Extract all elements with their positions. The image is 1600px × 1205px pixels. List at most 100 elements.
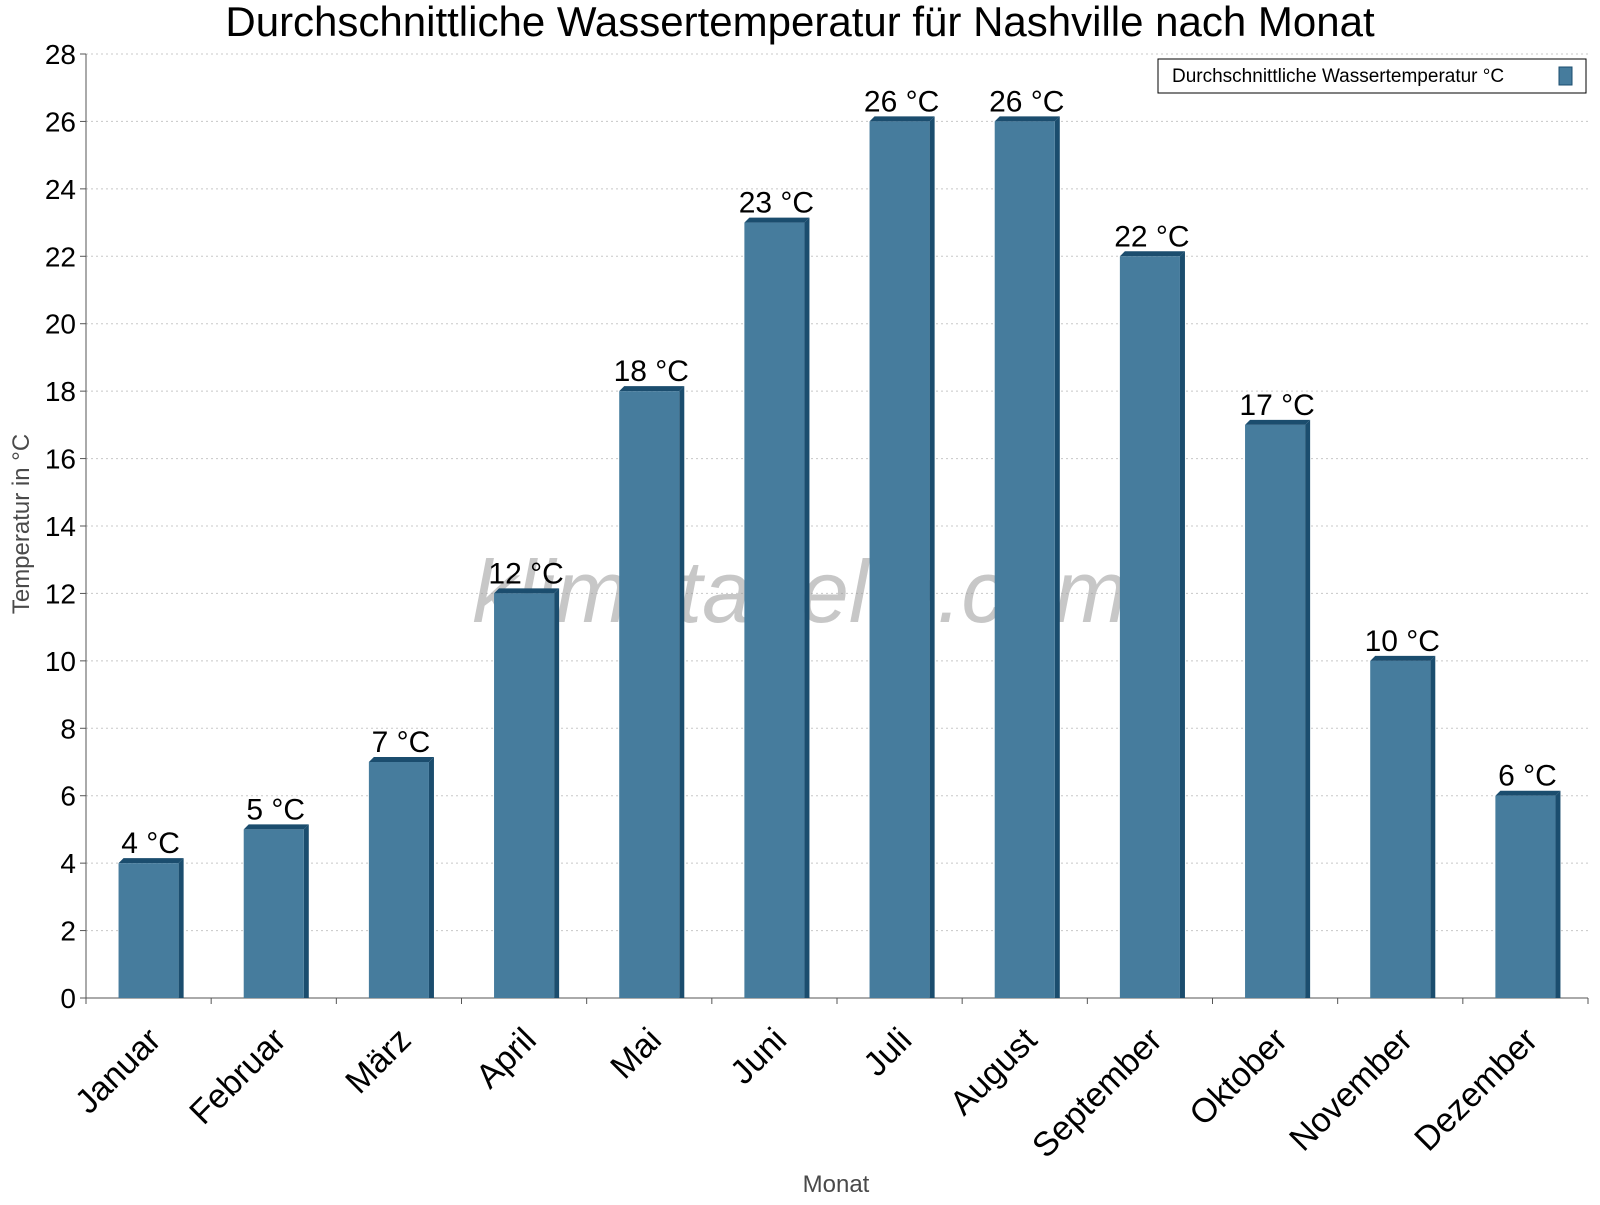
y-tick-label: 28	[45, 39, 76, 70]
x-tick-label: Februar	[182, 1021, 293, 1132]
data-label: 26 °C	[864, 85, 939, 118]
legend-label: Durchschnittliche Wassertemperatur °C	[1172, 66, 1504, 87]
x-tick-label: August	[943, 1020, 1045, 1122]
bar-face	[744, 222, 805, 999]
bar-face	[1370, 660, 1431, 998]
bar-top	[1495, 790, 1561, 796]
bar-side	[1555, 790, 1561, 998]
bar-november	[1370, 655, 1436, 998]
bar-top	[494, 588, 560, 594]
y-tick-label: 14	[45, 511, 76, 542]
bar-side	[929, 116, 935, 998]
bar-face	[1495, 795, 1556, 998]
bar-januar	[118, 858, 184, 998]
x-tick-label: Juni	[723, 1021, 794, 1092]
bar-top	[869, 116, 935, 122]
bar-face	[368, 762, 429, 998]
bar-top	[994, 116, 1060, 122]
x-tick-label: November	[1282, 1021, 1420, 1159]
y-tick-label: 4	[60, 848, 76, 879]
bar-top	[368, 757, 434, 762]
grid-lines	[86, 53, 1588, 932]
data-label: 18 °C	[614, 355, 689, 388]
data-label: 22 °C	[1114, 220, 1189, 253]
y-tick-label: 2	[60, 916, 76, 947]
data-label: 23 °C	[739, 187, 814, 220]
bar-mai	[619, 386, 685, 999]
bar-face	[869, 121, 930, 998]
data-label: 5 °C	[246, 793, 305, 826]
legend-box	[1157, 58, 1587, 94]
x-axis: Januar Februar März April Mai Juni Juli AugustS…	[68, 997, 1589, 1165]
bar-side	[1430, 655, 1436, 998]
bar-side	[804, 217, 810, 999]
bar-face	[118, 863, 179, 998]
bar-top	[744, 217, 810, 223]
x-tick-label: Juli	[856, 1021, 919, 1084]
data-label: 26 °C	[989, 85, 1064, 118]
bar-face	[994, 121, 1055, 998]
x-tick-label: Mai	[603, 1021, 669, 1087]
data-label: 10 °C	[1365, 625, 1440, 658]
bar-oktober	[1245, 419, 1311, 998]
x-tick-label: Dezember	[1407, 1021, 1545, 1159]
bar-side	[1054, 116, 1060, 998]
bar-side	[178, 858, 184, 998]
y-tick-label: 16	[45, 444, 76, 475]
bar-dezember	[1495, 790, 1561, 998]
y-tick-label: 20	[45, 309, 76, 340]
bar-august	[994, 116, 1060, 998]
y-tick-label: 18	[45, 376, 76, 407]
bar-face	[243, 829, 304, 998]
x-axis-title: Monat	[803, 1171, 870, 1198]
bar-face	[1119, 256, 1180, 998]
bar-face	[619, 391, 680, 999]
bar-side	[1305, 419, 1311, 998]
bar-face	[1245, 424, 1306, 998]
y-axis-title: Temperatur in °C	[8, 434, 35, 614]
data-label: 7 °C	[372, 726, 431, 759]
x-tick-label: April	[469, 1021, 544, 1096]
y-tick-label: 26	[45, 106, 76, 137]
y-tick-label: 24	[45, 174, 76, 205]
bar-märz	[368, 757, 434, 998]
bar-top	[1245, 419, 1311, 425]
data-labels: 4 °C 5 °C 7 °C 12 °C 18 °C 23 °C 26 °C 26 °C 22 …	[121, 85, 1557, 860]
data-label: 12 °C	[488, 557, 563, 590]
y-tick-label: 0	[60, 983, 76, 1014]
x-tick-label: März	[338, 1021, 418, 1101]
data-label: 4 °C	[121, 827, 180, 860]
bar-top	[1119, 251, 1185, 257]
y-tick-label: 12	[45, 578, 76, 609]
legend-swatch	[1558, 66, 1573, 86]
legend: Durchschnittliche Wassertemperatur °C	[1157, 58, 1587, 94]
bar-side	[554, 588, 560, 998]
bar-september	[1119, 251, 1185, 999]
bar-februar	[243, 824, 309, 998]
y-tick-label: 8	[60, 713, 76, 744]
data-label: 6 °C	[1498, 760, 1557, 793]
bar-top	[118, 858, 184, 864]
bar-top	[1370, 655, 1436, 661]
y-tick-label: 22	[45, 241, 76, 272]
bar-side	[679, 386, 685, 999]
x-tick-label: Januar	[68, 1021, 168, 1121]
x-tick-label: September	[1025, 1021, 1169, 1165]
bars	[118, 116, 1561, 999]
x-tick-label: Oktober	[1182, 1021, 1294, 1133]
bar-juni	[744, 217, 810, 999]
data-label: 17 °C	[1239, 389, 1314, 422]
bar-april	[494, 588, 560, 998]
bar-juli	[869, 116, 935, 998]
bar-top	[243, 824, 309, 830]
bar-side	[428, 757, 434, 998]
y-tick-label: 6	[60, 781, 76, 812]
chart-title: Durchschnittliche Wassertemperatur für N…	[225, 0, 1375, 45]
bar-side	[303, 824, 309, 998]
bar-side	[1179, 251, 1185, 999]
bar-face	[494, 593, 555, 998]
y-tick-label: 10	[45, 646, 76, 677]
bar-top	[619, 386, 685, 392]
